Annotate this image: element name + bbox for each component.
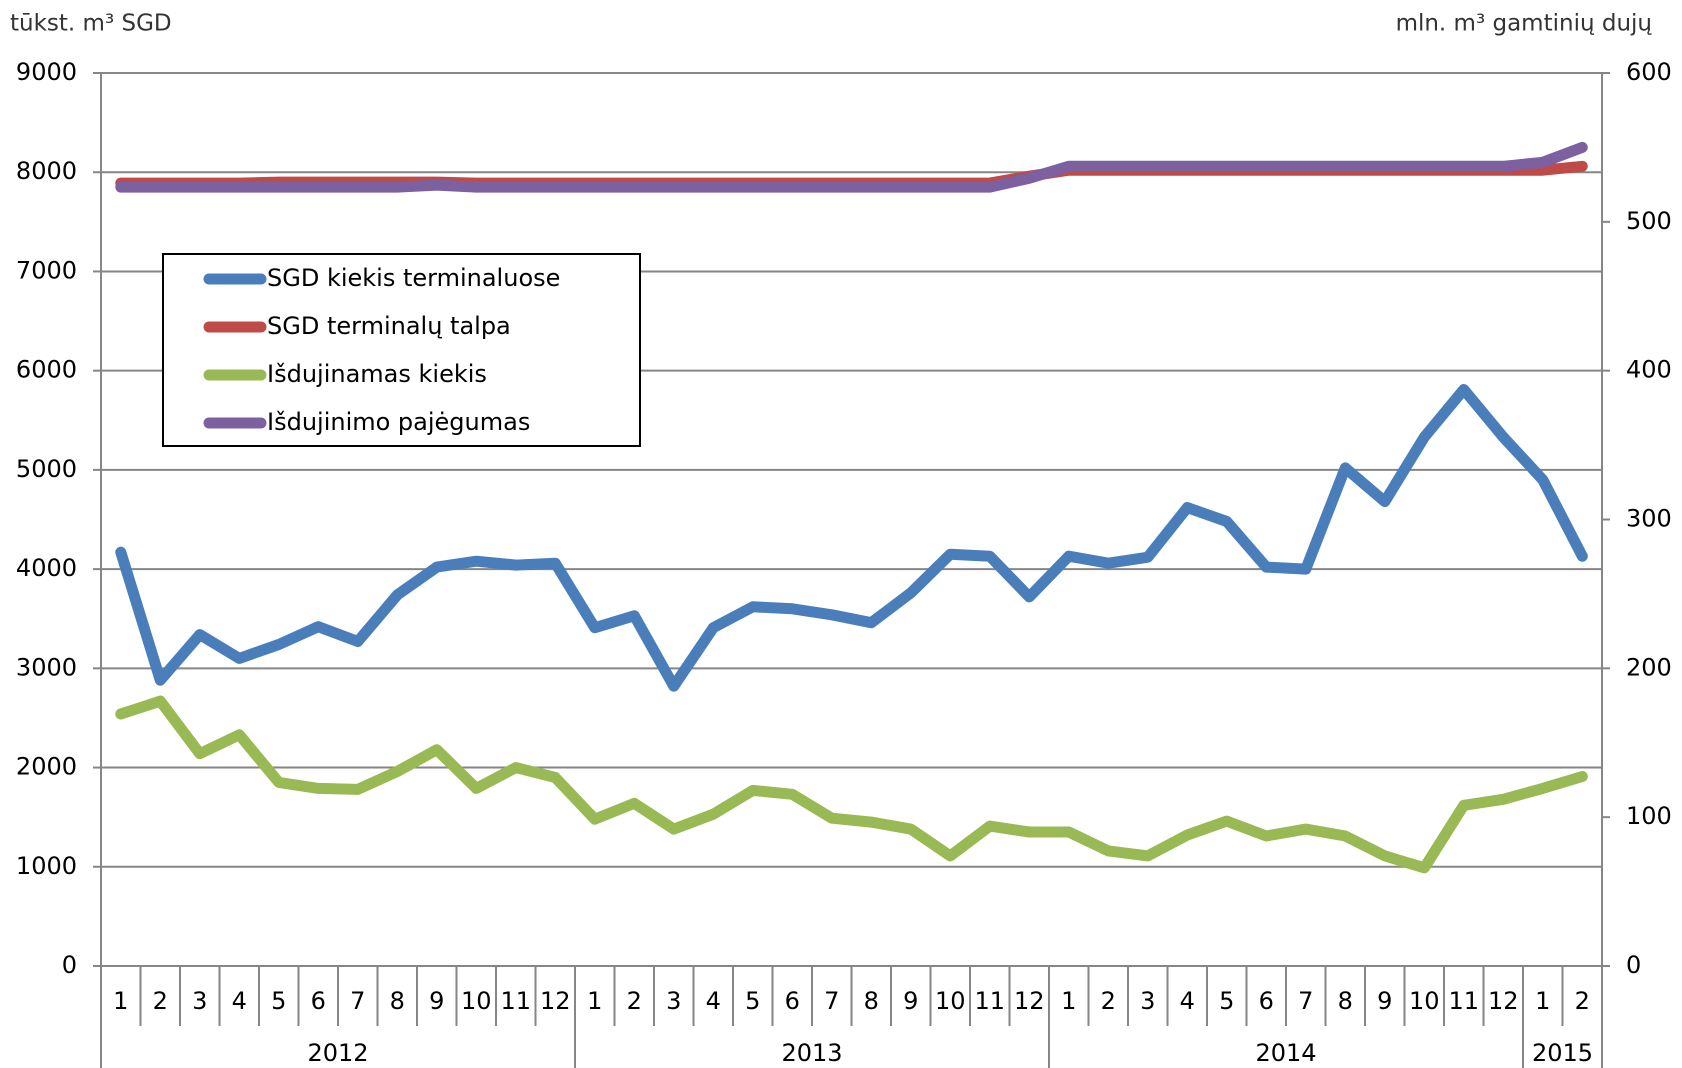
y-tick-label: 2000 bbox=[16, 753, 77, 781]
y-tick-label: 0 bbox=[62, 951, 77, 979]
y-tick-label: 5000 bbox=[16, 455, 77, 483]
x-tick-label: 10 bbox=[461, 987, 492, 1015]
y2-tick-label: 600 bbox=[1626, 58, 1672, 86]
x-tick-label: 5 bbox=[271, 987, 286, 1015]
y-tick-label: 9000 bbox=[16, 58, 77, 86]
x-tick-label: 10 bbox=[935, 987, 966, 1015]
x-tick-label: 2 bbox=[1575, 987, 1590, 1015]
x-tick-label: 7 bbox=[350, 987, 365, 1015]
y2-tick-label: 500 bbox=[1626, 207, 1672, 235]
x-tick-label: 2 bbox=[1101, 987, 1116, 1015]
x-tick-label: 11 bbox=[500, 987, 531, 1015]
x-tick-label: 1 bbox=[113, 987, 128, 1015]
y2-tick-label: 400 bbox=[1626, 356, 1672, 384]
y2-axis-label: mln. m³ gamtinių dujų bbox=[1396, 11, 1653, 37]
legend-box bbox=[162, 253, 641, 447]
year-label: 2013 bbox=[781, 1039, 842, 1067]
y2-tick-label: 100 bbox=[1626, 802, 1672, 830]
y2-tick-label: 0 bbox=[1626, 951, 1641, 979]
x-tick-label: 8 bbox=[390, 987, 405, 1015]
x-tick-label: 3 bbox=[1140, 987, 1155, 1015]
year-label: 2015 bbox=[1532, 1039, 1593, 1067]
y-tick-label: 8000 bbox=[16, 157, 77, 185]
series-line bbox=[115, 695, 1588, 874]
x-tick-label: 1 bbox=[1061, 987, 1076, 1015]
x-tick-label: 4 bbox=[706, 987, 721, 1015]
x-tick-label: 5 bbox=[1219, 987, 1234, 1015]
y2-tick-label: 300 bbox=[1626, 505, 1672, 533]
x-tick-label: 2 bbox=[627, 987, 642, 1015]
x-tick-label: 11 bbox=[974, 987, 1005, 1015]
y-tick-label: 7000 bbox=[16, 256, 77, 284]
year-label: 2012 bbox=[307, 1039, 368, 1067]
y-tick-label: 6000 bbox=[16, 356, 77, 384]
y-tick-label: 4000 bbox=[16, 554, 77, 582]
x-tick-label: 1 bbox=[587, 987, 602, 1015]
x-tick-label: 12 bbox=[1488, 987, 1519, 1015]
legend-label: SGD kiekis terminaluose bbox=[267, 264, 560, 292]
x-tick-label: 3 bbox=[666, 987, 681, 1015]
y-axis-label: tūkst. m³ SGD bbox=[10, 11, 172, 37]
x-tick-label: 1 bbox=[1535, 987, 1550, 1015]
x-tick-label: 6 bbox=[785, 987, 800, 1015]
x-tick-label: 8 bbox=[864, 987, 879, 1015]
y-tick-label: 3000 bbox=[16, 653, 77, 681]
x-tick-label: 8 bbox=[1338, 987, 1353, 1015]
x-tick-label: 10 bbox=[1409, 987, 1440, 1015]
x-tick-label: 6 bbox=[1259, 987, 1274, 1015]
y-tick-label: 1000 bbox=[16, 852, 77, 880]
x-tick-label: 12 bbox=[1014, 987, 1045, 1015]
legend-label: Išdujinamas kiekis bbox=[267, 360, 487, 388]
series-line bbox=[115, 384, 1588, 692]
x-tick-label: 11 bbox=[1448, 987, 1479, 1015]
x-tick-label: 3 bbox=[192, 987, 207, 1015]
x-tick-label: 12 bbox=[540, 987, 571, 1015]
x-tick-label: 4 bbox=[1180, 987, 1195, 1015]
legend-label: Išdujinimo pajėgumas bbox=[267, 408, 530, 436]
series-line bbox=[115, 141, 1588, 193]
x-tick-label: 5 bbox=[745, 987, 760, 1015]
year-label: 2014 bbox=[1255, 1039, 1316, 1067]
x-tick-label: 7 bbox=[1298, 987, 1313, 1015]
x-tick-label: 2 bbox=[153, 987, 168, 1015]
x-tick-label: 9 bbox=[1377, 987, 1392, 1015]
x-tick-label: 7 bbox=[824, 987, 839, 1015]
y2-tick-label: 200 bbox=[1626, 653, 1672, 681]
legend-label: SGD terminalų talpa bbox=[267, 312, 511, 340]
x-tick-label: 9 bbox=[429, 987, 444, 1015]
x-tick-label: 9 bbox=[903, 987, 918, 1015]
x-tick-label: 4 bbox=[232, 987, 247, 1015]
x-tick-label: 6 bbox=[311, 987, 326, 1015]
